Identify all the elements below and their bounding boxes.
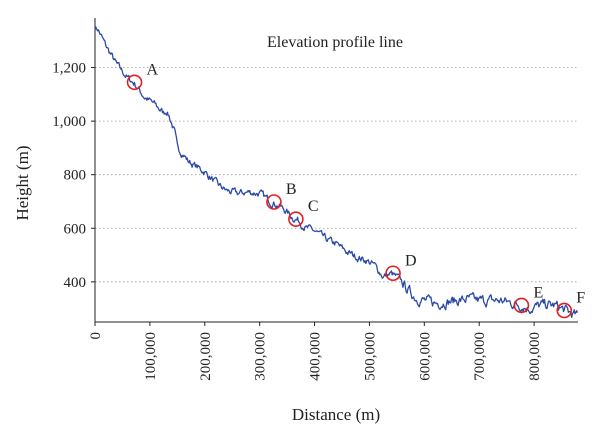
plot-area (94, 18, 579, 323)
marker-c (288, 211, 304, 227)
marker-label-d: D (405, 252, 417, 269)
y-tick-label: 400 (64, 275, 87, 291)
x-tick-label: 200,000 (198, 332, 214, 381)
marker-label-b: B (286, 181, 297, 198)
x-axis-title: Distance (m) (292, 405, 380, 424)
gridlines (95, 67, 578, 283)
marker-e (513, 297, 530, 314)
marker-a (126, 74, 143, 91)
marker-f (556, 302, 573, 319)
legend: Elevation profile line (267, 34, 403, 51)
y-axis-title: Height (m) (13, 145, 32, 220)
marker-label-f: F (576, 289, 585, 306)
y-tick-label: 1,200 (52, 61, 86, 77)
x-tick-label: 400,000 (308, 332, 324, 381)
marker-label-a: A (147, 61, 159, 78)
point-markers: A BC D E F (126, 61, 585, 319)
y-axis: 400 600 800 1,000 1,200 (52, 61, 95, 291)
x-axis: 0 100,000 200,000 300,000 400,000 500,000 600,… (88, 322, 543, 381)
x-tick-label: 500,000 (362, 332, 378, 381)
marker-d (385, 265, 401, 282)
x-tick-label: 0 (88, 332, 104, 340)
x-tick-label: 300,000 (253, 332, 269, 381)
y-tick-label: 1,000 (52, 114, 86, 130)
x-tick-label: 700,000 (472, 332, 488, 381)
marker-label-e: E (533, 284, 543, 301)
x-tick-label: 800,000 (527, 332, 543, 381)
marker-label-c: C (308, 198, 319, 215)
y-tick-label: 800 (64, 168, 87, 184)
marker-b (266, 194, 282, 210)
y-tick-label: 600 (64, 221, 87, 237)
series-line-elevation (94, 26, 579, 319)
x-tick-label: 100,000 (143, 332, 159, 381)
x-tick-label: 600,000 (417, 332, 433, 381)
legend-label: Elevation profile line (267, 34, 403, 51)
